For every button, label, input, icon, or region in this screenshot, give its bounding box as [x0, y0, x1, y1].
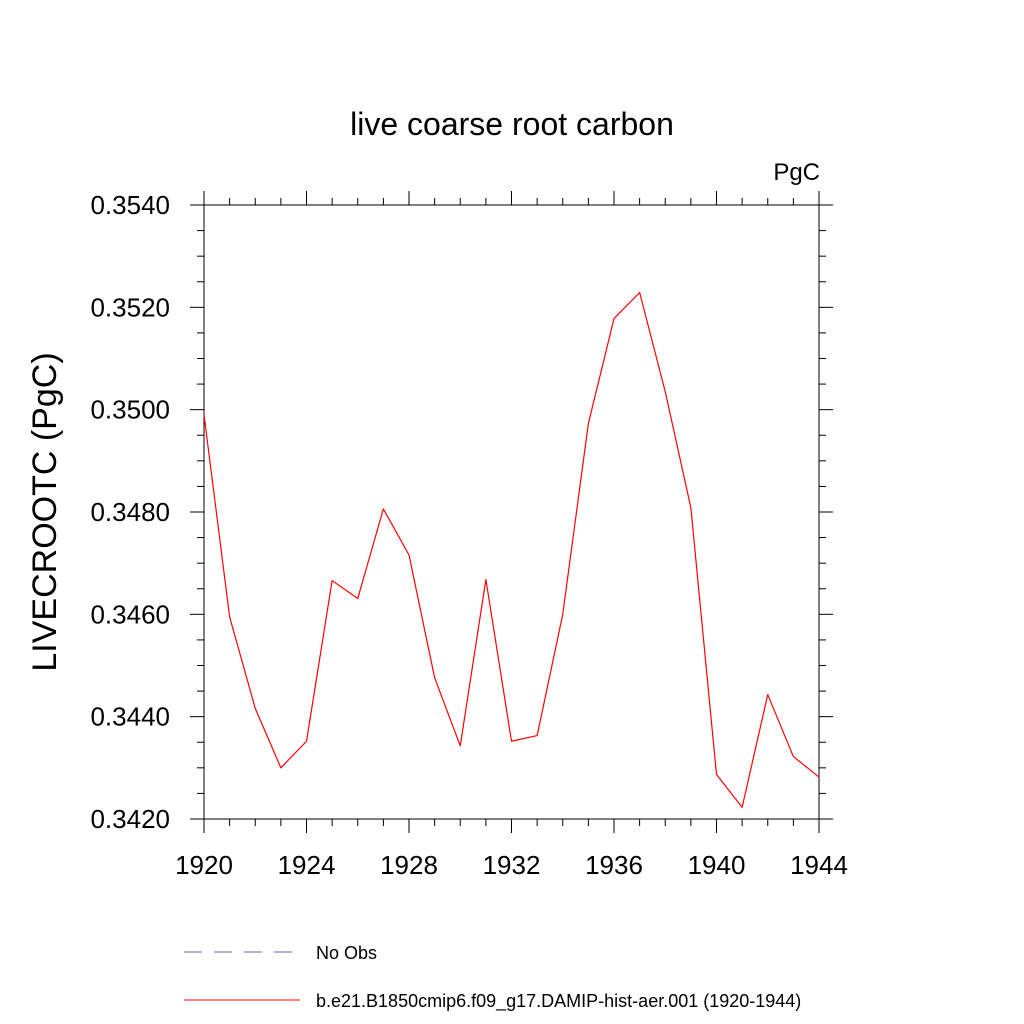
- units-label: PgC: [773, 159, 820, 186]
- x-tick-label: 1944: [790, 850, 848, 880]
- x-tick-label: 1920: [175, 850, 233, 880]
- axis-ticks: [190, 191, 833, 833]
- plot-frame: [203, 204, 820, 820]
- series-line: [203, 291, 820, 808]
- x-tick-label: 1940: [688, 850, 746, 880]
- y-tick-label: 0.3540: [90, 190, 170, 220]
- chart-title: live coarse root carbon: [350, 106, 674, 142]
- y-axis-label: LIVECROOTC (PgC): [26, 352, 64, 671]
- y-tick-label: 0.3480: [90, 497, 170, 527]
- x-tick-label: 1932: [483, 850, 541, 880]
- y-tick-label: 0.3460: [90, 599, 170, 629]
- tick-labels: 1920 1924 1928 1932 1936 1940 1944 0.3420 0.3440…: [90, 190, 847, 880]
- y-tick-label: 0.3440: [90, 702, 170, 732]
- y-tick-label: 0.3520: [90, 292, 170, 322]
- x-tick-label: 1924: [278, 850, 336, 880]
- legend: No Obs b.e21.B1850cmip6.f09_g17.DAMIP-his…: [184, 943, 801, 1012]
- y-tick-label: 0.3420: [90, 804, 170, 834]
- legend-label: No Obs: [316, 943, 377, 963]
- y-tick-label: 0.3500: [90, 395, 170, 425]
- x-tick-label: 1928: [380, 850, 438, 880]
- legend-label: b.e21.B1850cmip6.f09_g17.DAMIP-hist-aer.…: [316, 991, 801, 1012]
- x-tick-label: 1936: [585, 850, 643, 880]
- data-series: [203, 291, 820, 808]
